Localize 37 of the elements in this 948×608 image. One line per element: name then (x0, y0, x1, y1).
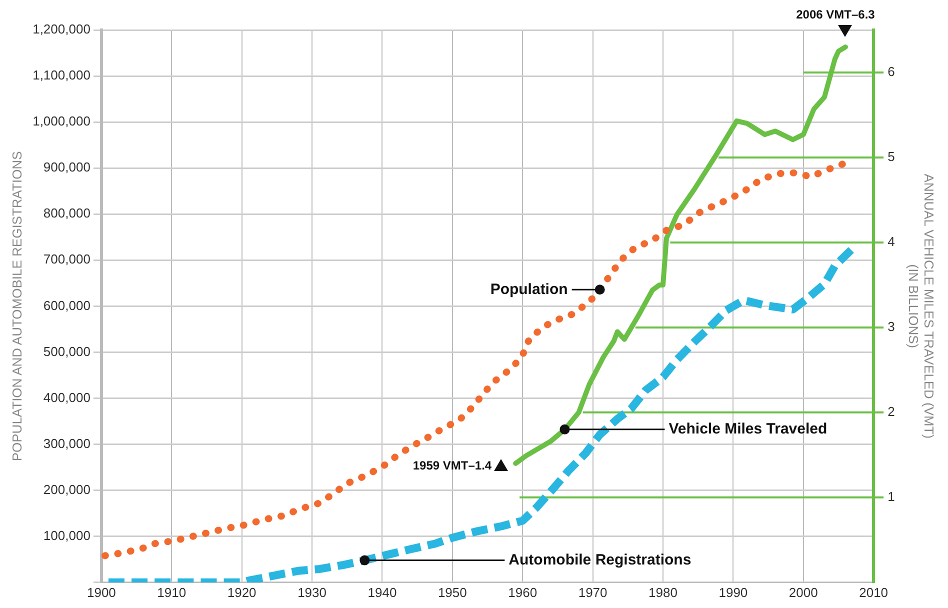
x-tick-label: 1970 (578, 584, 608, 600)
y-tick-label: 500,000 (43, 344, 90, 359)
y-tick-label: 300,000 (43, 436, 90, 451)
y-tick-label: 200,000 (43, 482, 90, 497)
y2-tick-label: 1 (888, 488, 895, 504)
y-tick-label: 1,200,000 (32, 22, 90, 37)
y2-tick-label: 4 (888, 234, 895, 250)
y-tick-label: 100,000 (43, 528, 90, 543)
y-tick-label: 600,000 (43, 298, 90, 313)
x-tick-label: 1980 (648, 584, 678, 600)
y2-tick-label: 3 (888, 319, 895, 334)
x-tick-label: 1950 (438, 584, 467, 600)
y-tick-label: 1,100,000 (32, 68, 90, 83)
y2-axis-title: ANNUAL VEHICLE MILES TRAVELED (VMT) (IN BILLIONS) (906, 174, 937, 439)
x-tick-label: 2010 (859, 584, 888, 600)
annotation: 1959 VMT–1.4 (412, 458, 492, 473)
y2-tick-label: 6 (888, 64, 895, 80)
x-tick-label: 1940 (368, 584, 397, 600)
y-axis-title: POPULATION AND AUTOMOBILE REGISTRATIONS (9, 150, 24, 462)
y2-tick-label: 2 (888, 404, 895, 420)
x-tick-label: 1930 (298, 584, 326, 600)
y-tick-label: 900,000 (43, 160, 90, 175)
x-tick-label: 1910 (157, 584, 186, 600)
x-tick-label: 1900 (86, 584, 116, 600)
y-tick-label: 1,000,000 (32, 114, 90, 129)
x-tick-label: 1960 (508, 584, 538, 600)
text: 2006 VMT–6.3 (796, 7, 876, 22)
y-tick-label: 800,000 (43, 206, 90, 221)
y-tick-label: 700,000 (43, 252, 90, 267)
text: Vehicle Miles Traveled (668, 420, 828, 438)
y-tick-label: 400,000 (43, 390, 90, 405)
y2-tick-label: 5 (888, 149, 895, 164)
x-tick-label: 1990 (718, 584, 748, 600)
series-label: Automobile Registrations (508, 551, 692, 568)
legend-label: Population (490, 280, 568, 298)
x-tick-label: 1920 (227, 584, 256, 600)
x-tick-label: 2000 (788, 584, 818, 600)
